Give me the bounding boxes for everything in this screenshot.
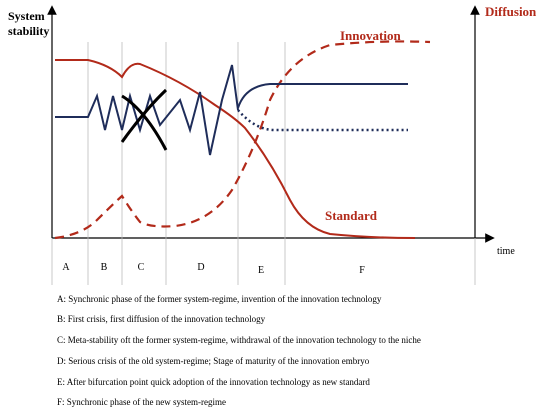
axes <box>47 5 495 243</box>
phase-lines <box>51 42 476 285</box>
phase: E <box>258 265 264 276</box>
y2-label: Diffusion <box>485 4 537 19</box>
caption: D: Serious crisis of the old system-regi… <box>57 356 370 366</box>
caption: B: First crisis, first diffusion of the … <box>57 314 266 324</box>
curves <box>54 40 431 240</box>
phase: C <box>138 262 145 273</box>
caption: E: After bifurcation point quick adoptio… <box>57 377 370 387</box>
caption: A: Synchronic phase of the former system… <box>57 294 382 304</box>
y-label: System stability <box>8 9 49 38</box>
x-label: time <box>497 246 515 257</box>
caption: C: Meta-stability oft the former system-… <box>57 335 421 345</box>
phase: A <box>62 262 70 273</box>
phase: F <box>359 265 365 276</box>
phase-letters: A B C D E F <box>62 262 365 276</box>
standard-label: Standard <box>325 208 378 223</box>
innovation-label: Innovation <box>340 28 401 43</box>
caption: F: Synchronic phase of the new system-re… <box>57 397 226 407</box>
captions: A: Synchronic phase of the former system… <box>57 294 421 407</box>
phase: D <box>197 262 204 273</box>
phase: B <box>101 262 108 273</box>
